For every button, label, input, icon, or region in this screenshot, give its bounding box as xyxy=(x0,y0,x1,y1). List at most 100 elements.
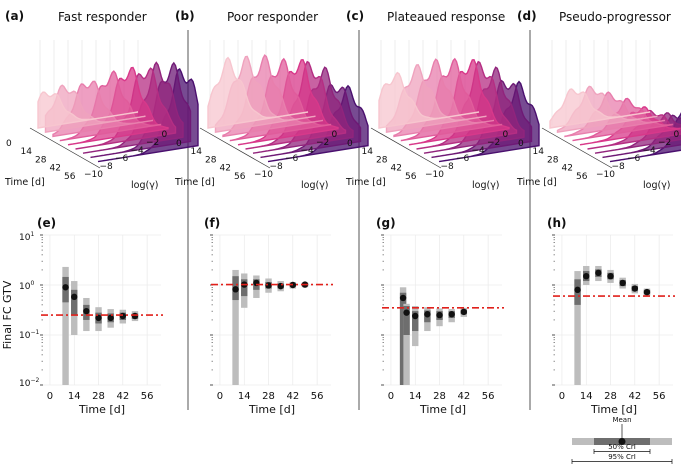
ridge-time-tick: 42 xyxy=(220,164,231,174)
panel-label-g: (g) xyxy=(376,216,396,230)
ridge-gamma-tick: −4 xyxy=(301,146,315,156)
panel-label-a: (a) xyxy=(5,9,24,23)
ridge-gamma-tick: −6 xyxy=(627,154,641,164)
ridge-gamma-tick: −10 xyxy=(425,170,444,180)
ridge-gamma-label: log(γ) xyxy=(472,180,500,191)
ridge-time-tick: 14 xyxy=(533,147,545,157)
panel-title-b: Poor responder xyxy=(227,10,318,24)
x-tick-label: 14 xyxy=(238,391,251,402)
ridge-gamma-tick: 0 xyxy=(674,130,680,140)
y-tick-label-2: 100 xyxy=(19,280,34,292)
ridge-gamma-tick: −4 xyxy=(131,146,145,156)
x-axis-label: Time [d] xyxy=(248,403,295,416)
mean-point xyxy=(643,288,651,296)
panel-label-d: (d) xyxy=(517,9,537,23)
ci95-bar xyxy=(62,266,69,385)
mean-point xyxy=(95,314,102,322)
interval-panel-1: 0 14 28 42 56 Time [d] xyxy=(40,234,163,416)
y-tick-label-4: 10−2 xyxy=(19,377,39,389)
mean-point xyxy=(595,269,602,277)
x-tick-label: 14 xyxy=(580,391,593,402)
interval-plots: 0 14 28 42 56 Time [d] 0 14 28 42 56 Time [d] 0 14 28 4… xyxy=(40,234,675,416)
ridge-time-tick: 42 xyxy=(562,164,573,174)
mean-point xyxy=(83,307,90,315)
x-tick-label: 56 xyxy=(141,391,154,402)
mean-point xyxy=(131,312,139,320)
interval-panel-2: 0 14 28 42 56 Time [d] xyxy=(210,234,333,416)
ridge-gamma-tick: −4 xyxy=(643,146,657,156)
ci50-bar xyxy=(403,306,410,335)
ridge-gamma-tick: −6 xyxy=(115,154,129,164)
ridge-curve xyxy=(207,56,309,129)
y-tick-labels: 101 100 10−1 10−2 xyxy=(19,231,39,389)
mean-point xyxy=(71,293,78,301)
interval-panel-3: 0 14 28 42 56 Time [d] xyxy=(381,234,504,416)
ridge-gamma-tick: −2 xyxy=(658,138,671,148)
legend-mean-label: Mean xyxy=(612,416,631,424)
ridge-gamma-label: log(γ) xyxy=(131,180,159,191)
ridge-time-tick: 56 xyxy=(64,172,76,182)
legend-ci50-bracket xyxy=(593,449,651,454)
ridge-curve xyxy=(37,91,139,129)
ridge-time-tick: 14 xyxy=(362,147,374,157)
mean-point xyxy=(399,294,407,302)
x-tick-label: 14 xyxy=(409,391,422,402)
panel-label-b: (b) xyxy=(175,9,195,23)
ci50-bar xyxy=(71,289,78,316)
mean-point xyxy=(631,285,639,292)
ridge-time-tick: 28 xyxy=(205,155,217,165)
ridge-gamma-tick: −2 xyxy=(146,138,159,148)
ridge-gamma-label: log(γ) xyxy=(301,180,329,191)
ci95-bar xyxy=(403,303,410,385)
ridge-time-tick: 56 xyxy=(405,172,417,182)
y-axis-label: Final FC GTV xyxy=(1,280,14,349)
ridge-gamma-tick: 0 xyxy=(162,130,168,140)
ridge-time-tick: 42 xyxy=(50,164,61,174)
ridge-time-tick: 42 xyxy=(391,164,402,174)
ridge-time-label: Time [d] xyxy=(174,177,215,188)
ridge-time-axis xyxy=(29,127,101,169)
ridge-gamma-tick: −2 xyxy=(487,138,500,148)
ridge-time-tick: 0 xyxy=(347,139,353,149)
x-tick-label: 42 xyxy=(286,391,299,402)
ridge-gamma-tick: −8 xyxy=(100,162,114,172)
ridge-gamma-tick: −10 xyxy=(84,170,103,180)
mean-point xyxy=(403,309,410,316)
mean-point xyxy=(265,282,272,289)
panel-label-e: (e) xyxy=(37,216,56,230)
ci95-bar xyxy=(232,269,239,385)
ridge-time-label: Time [d] xyxy=(516,177,557,188)
x-tick-label: 0 xyxy=(47,391,53,402)
mean-point xyxy=(460,308,468,316)
legend-ci50-label: 50% CrI xyxy=(608,443,636,451)
ridge-gamma-tick: −2 xyxy=(316,138,329,148)
ci95-bar xyxy=(574,271,581,385)
x-tick-label: 0 xyxy=(559,391,565,402)
legend: Mean 50% CrI 95% CrI xyxy=(571,416,673,464)
mean-point xyxy=(424,311,431,318)
ridge-time-axis xyxy=(370,127,442,169)
panel-title-c: Plateaued response xyxy=(387,10,505,24)
ridge-time-tick: 56 xyxy=(234,172,246,182)
x-axis-label: Time [d] xyxy=(590,403,637,416)
ridge-gamma-tick: −6 xyxy=(285,154,299,164)
x-axis-label: Time [d] xyxy=(78,403,125,416)
legend-mean-marker xyxy=(618,438,626,445)
ridge-gamma-tick: −8 xyxy=(441,162,455,172)
ridge-curve xyxy=(609,112,681,163)
interval-panel-4: 0 14 28 42 56 Time [d] xyxy=(552,234,675,416)
x-tick-label: 28 xyxy=(433,391,446,402)
mean-point xyxy=(119,312,127,320)
ridge-time-label: Time [d] xyxy=(345,177,386,188)
ridge-time-tick: 28 xyxy=(35,155,47,165)
mean-point xyxy=(619,279,626,287)
panel-label-f: (f) xyxy=(204,216,220,230)
ridge-gamma-tick: −4 xyxy=(472,146,486,156)
ridge-time-tick: 0 xyxy=(176,139,182,149)
legend-ci95-label: 95% CrI xyxy=(608,453,636,461)
